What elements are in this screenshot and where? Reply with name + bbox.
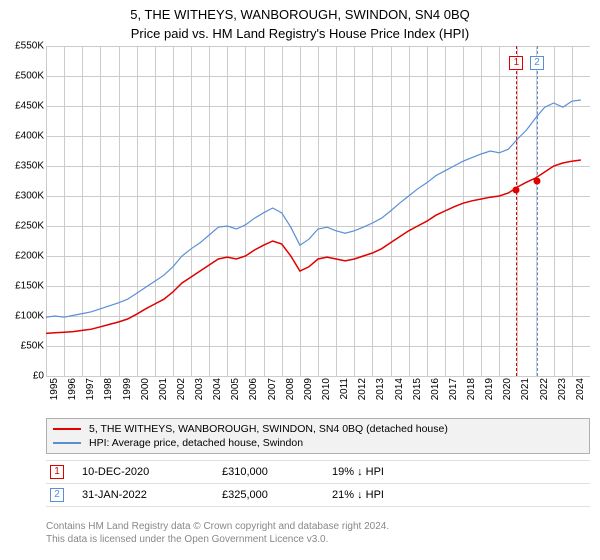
sale-badge: 2	[50, 488, 64, 502]
x-tick-label: 2004	[212, 378, 223, 400]
chart-container: { "title": "5, THE WITHEYS, WANBOROUGH, …	[0, 0, 600, 560]
y-tick-label: £250K	[4, 221, 44, 232]
x-tick-label: 2013	[375, 378, 386, 400]
x-tick-label: 2007	[267, 378, 278, 400]
x-tick-label: 2017	[448, 378, 459, 400]
y-tick-label: £0	[4, 371, 44, 382]
sale-price: £310,000	[222, 466, 332, 478]
y-tick-label: £100K	[4, 311, 44, 322]
x-tick-label: 2011	[339, 378, 350, 400]
x-tick-label: 2001	[158, 378, 169, 400]
gridline-h	[46, 376, 590, 377]
sale-row: 2 31-JAN-2022£325,00021% ↓ HPI	[46, 484, 590, 507]
x-tick-label: 2006	[248, 378, 259, 400]
x-tick-label: 2023	[557, 378, 568, 400]
x-tick-label: 1996	[67, 378, 78, 400]
line-property	[46, 160, 581, 333]
sale-table: 1 10-DEC-2020£310,00019% ↓ HPI 2 31-JAN-202…	[46, 460, 590, 507]
x-tick-label: 2002	[176, 378, 187, 400]
x-tick-label: 2008	[285, 378, 296, 400]
attribution: Contains HM Land Registry data © Crown c…	[46, 520, 590, 546]
legend-label-hpi: HPI: Average price, detached house, Swin…	[89, 437, 303, 449]
y-tick-label: £450K	[4, 101, 44, 112]
x-tick-label: 2015	[412, 378, 423, 400]
x-tick-label: 2012	[357, 378, 368, 400]
x-tick-label: 2021	[520, 378, 531, 400]
y-tick-label: £50K	[4, 341, 44, 352]
x-tick-label: 2000	[140, 378, 151, 400]
chart-lines	[46, 46, 590, 376]
legend: 5, THE WITHEYS, WANBOROUGH, SWINDON, SN4…	[46, 418, 590, 454]
x-tick-label: 1997	[85, 378, 96, 400]
attribution-line2: This data is licensed under the Open Gov…	[46, 533, 590, 546]
x-tick-label: 1998	[103, 378, 114, 400]
y-tick-label: £550K	[4, 41, 44, 52]
chart-subtitle: Price paid vs. HM Land Registry's House …	[0, 24, 600, 41]
y-tick-label: £500K	[4, 71, 44, 82]
sale-diff: 19% ↓ HPI	[332, 466, 472, 478]
x-tick-label: 2019	[484, 378, 495, 400]
x-tick-label: 2009	[303, 378, 314, 400]
legend-swatch-hpi	[53, 442, 81, 444]
line-hpi	[46, 100, 581, 317]
sale-marker-line	[516, 46, 517, 376]
chart-plot-area: 12	[46, 46, 590, 376]
y-tick-label: £200K	[4, 251, 44, 262]
x-tick-label: 2024	[575, 378, 586, 400]
legend-label-property: 5, THE WITHEYS, WANBOROUGH, SWINDON, SN4…	[89, 423, 448, 435]
x-tick-label: 2020	[502, 378, 513, 400]
sale-dot	[513, 187, 520, 194]
sale-badge: 1	[50, 465, 64, 479]
sale-marker-badge: 1	[509, 56, 523, 70]
sale-date: 31-JAN-2022	[82, 489, 222, 501]
x-tick-label: 2014	[394, 378, 405, 400]
sale-marker-line	[537, 46, 538, 376]
x-tick-label: 2022	[539, 378, 550, 400]
sale-price: £325,000	[222, 489, 332, 501]
sale-date: 10-DEC-2020	[82, 466, 222, 478]
sale-marker-badge: 2	[530, 56, 544, 70]
legend-item-hpi: HPI: Average price, detached house, Swin…	[53, 436, 583, 450]
sale-diff: 21% ↓ HPI	[332, 489, 472, 501]
x-tick-label: 2018	[466, 378, 477, 400]
x-tick-label: 2003	[194, 378, 205, 400]
y-tick-label: £400K	[4, 131, 44, 142]
legend-swatch-property	[53, 428, 81, 430]
x-tick-label: 1999	[122, 378, 133, 400]
x-tick-label: 2005	[230, 378, 241, 400]
y-tick-label: £300K	[4, 191, 44, 202]
y-tick-label: £150K	[4, 281, 44, 292]
sale-row: 1 10-DEC-2020£310,00019% ↓ HPI	[46, 460, 590, 484]
y-tick-label: £350K	[4, 161, 44, 172]
legend-item-property: 5, THE WITHEYS, WANBOROUGH, SWINDON, SN4…	[53, 422, 583, 436]
x-tick-label: 2010	[321, 378, 332, 400]
x-tick-label: 1995	[49, 378, 60, 400]
chart-title: 5, THE WITHEYS, WANBOROUGH, SWINDON, SN4…	[0, 0, 600, 24]
x-tick-label: 2016	[430, 378, 441, 400]
sale-dot	[534, 178, 541, 185]
attribution-line1: Contains HM Land Registry data © Crown c…	[46, 520, 590, 533]
